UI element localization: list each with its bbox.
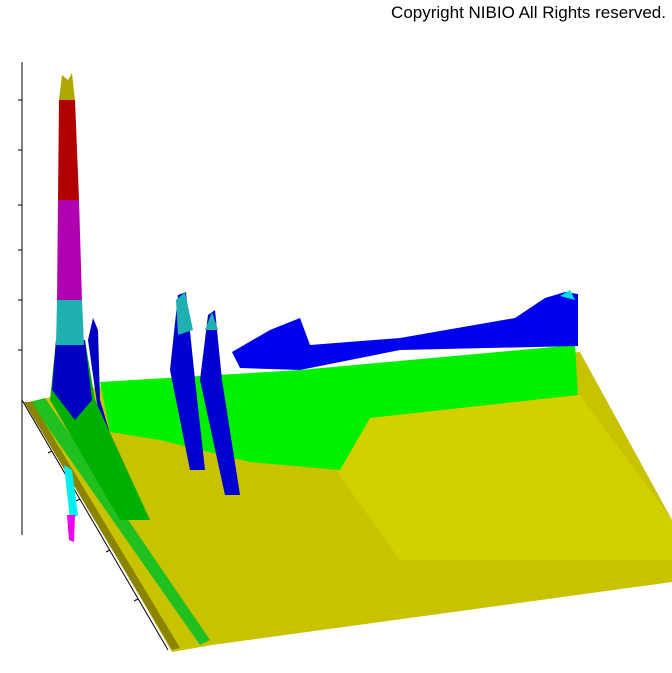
spike-top: [59, 73, 75, 100]
copyright: Copyright NIBIO All Rights reserved.: [391, 3, 666, 22]
ridge-strip: [30, 398, 210, 645]
ridge-strip: [24, 402, 180, 650]
spike-blue: [52, 340, 92, 420]
peak: [170, 292, 205, 470]
spike-red: [58, 100, 79, 200]
surface-blue: [232, 292, 578, 370]
peak: [200, 310, 240, 495]
axis-ticks: [18, 99, 139, 602]
peak-cyan: [205, 312, 218, 330]
peak: [88, 318, 130, 500]
spike-magenta: [57, 200, 82, 300]
y-axis: [21, 399, 169, 651]
surface-floor-light: [300, 395, 672, 560]
surface-cyan: [560, 290, 575, 300]
spike-lower: [67, 515, 75, 542]
spike-cyan: [56, 300, 84, 345]
spike-lower: [64, 465, 78, 520]
peak-cyan: [176, 292, 193, 335]
